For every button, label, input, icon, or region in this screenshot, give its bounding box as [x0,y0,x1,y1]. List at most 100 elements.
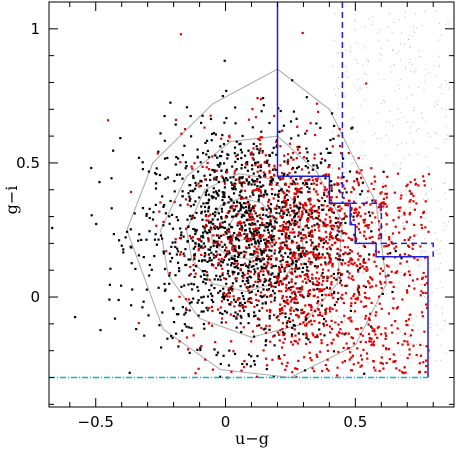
data-point-red [308,191,311,194]
data-point-black [338,258,342,261]
data-point-red [364,296,367,299]
data-point-red [385,205,388,208]
data-point-black [296,246,299,250]
data-point-red [360,326,363,330]
data-point-red [269,283,272,286]
data-point-red [256,375,259,378]
data-point-red [286,361,289,364]
data-point-black [141,161,144,164]
data-point-red [293,204,296,207]
data-point-red [346,347,349,350]
data-point-red [368,340,371,343]
data-point-black [259,234,262,237]
data-point-red [299,322,302,325]
data-point-red [395,307,398,310]
data-point-red [382,367,385,370]
background-point [444,139,446,141]
background-point [366,362,368,364]
data-point-black [234,277,237,280]
data-point-red [253,209,256,213]
data-point-black [254,314,257,317]
data-point-red [253,245,256,248]
data-point-black [251,232,254,235]
data-point-black [298,218,301,222]
data-point-black [213,287,216,290]
data-point-black [227,201,230,204]
data-point-black [229,176,232,179]
background-point [377,73,379,75]
data-point-red [350,209,353,212]
data-point-black [220,260,223,263]
data-point-red [287,263,290,266]
data-point-red [325,367,329,371]
data-point-black [274,285,277,289]
data-point-black [289,295,292,299]
data-point-red [305,342,308,345]
background-point [331,268,333,270]
data-point-red [285,300,288,303]
data-point-red [315,190,318,193]
data-point-black [250,183,253,186]
data-point-black [206,189,209,192]
data-point-black [291,209,294,212]
data-point-black [218,189,221,192]
data-point-black [303,262,306,265]
data-point-black [234,122,237,125]
data-point-black [220,234,223,237]
data-point-red [423,184,426,187]
data-point-red [279,303,282,306]
data-point-black [249,285,252,288]
data-point-red [223,277,226,280]
background-point [330,340,332,342]
data-point-red [392,307,395,310]
data-point-black [270,249,273,252]
data-point-black [241,280,244,283]
data-point-black [228,223,231,226]
data-point-black [240,189,243,192]
data-point-red [229,313,232,316]
data-point-red [305,335,308,338]
data-point-red [377,237,380,240]
data-point-red [385,348,388,351]
data-point-red [322,191,326,194]
data-point-black [264,301,267,304]
data-point-black [288,281,291,284]
data-point-black [118,239,121,242]
data-point-red [398,209,401,212]
data-point-black [394,250,397,253]
data-point-black [192,203,195,206]
data-point-black [278,212,281,215]
data-point-red [377,206,380,209]
data-point-red [328,325,331,328]
data-point-red [256,170,259,173]
data-point-black [215,178,218,181]
data-point-black [98,181,101,184]
data-point-black [368,253,371,256]
data-point-red [384,327,387,330]
data-point-black [286,198,289,201]
data-point-red [212,242,215,245]
background-point [412,63,414,65]
background-point [354,29,356,31]
data-point-black [199,184,202,187]
background-point [408,154,410,156]
data-point-red [309,203,312,206]
background-point [384,188,386,190]
data-point-red [341,217,344,221]
data-point-red [240,197,243,201]
data-point-black [108,298,111,301]
background-point [402,116,404,118]
data-point-red [313,157,316,160]
background-point [425,194,427,196]
data-point-black [196,155,199,158]
background-point [437,148,439,150]
data-point-black [166,156,169,160]
data-point-red [398,369,401,372]
data-point-red [265,309,268,312]
data-point-black [316,166,319,169]
data-point-red [258,164,261,167]
data-point-red [371,342,374,345]
data-point-black [129,228,132,231]
data-point-black [241,271,244,274]
data-point-red [290,335,293,338]
